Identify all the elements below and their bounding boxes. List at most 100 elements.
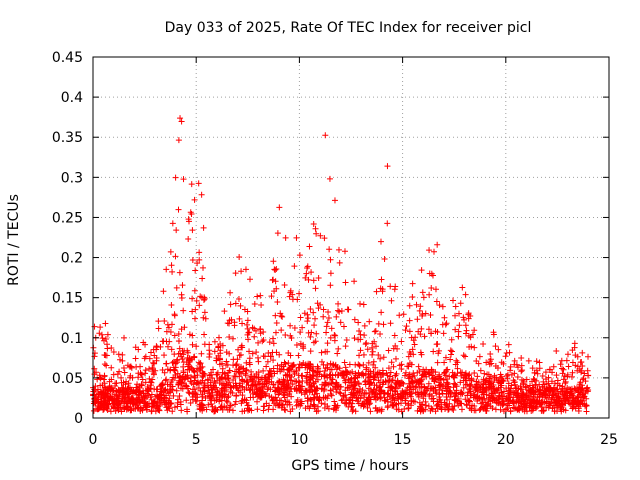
data-point	[328, 392, 335, 399]
data-point	[427, 311, 434, 318]
data-point	[103, 352, 110, 359]
data-point	[421, 383, 428, 390]
data-point	[254, 406, 261, 413]
data-point	[363, 366, 370, 373]
data-point	[435, 347, 442, 354]
data-point	[528, 393, 535, 400]
data-point	[263, 390, 270, 397]
data-point	[297, 329, 304, 336]
data-point	[164, 321, 171, 328]
data-point	[277, 368, 284, 375]
data-point	[189, 295, 196, 302]
data-point	[458, 400, 465, 407]
data-point	[523, 408, 530, 415]
data-point	[211, 348, 218, 355]
data-point	[471, 369, 478, 376]
data-point	[377, 330, 384, 337]
data-point	[308, 383, 315, 390]
data-point	[523, 376, 530, 383]
data-point	[257, 376, 264, 383]
data-point	[327, 360, 334, 367]
data-point	[401, 372, 408, 379]
data-point	[546, 392, 553, 399]
data-point	[306, 389, 313, 396]
x-tick-label: 10	[290, 432, 308, 448]
data-point	[127, 372, 134, 379]
plot-frame	[92, 56, 610, 419]
data-point	[576, 400, 583, 407]
data-point	[507, 367, 514, 374]
data-point	[460, 374, 467, 381]
data-point	[327, 387, 334, 394]
data-point	[377, 372, 384, 379]
data-point	[440, 330, 447, 337]
data-point	[507, 408, 514, 415]
data-point	[219, 375, 226, 382]
data-point	[368, 380, 375, 387]
data-point	[361, 402, 368, 409]
data-point	[522, 384, 529, 391]
data-point	[537, 401, 544, 408]
data-point	[236, 352, 243, 359]
data-point	[138, 382, 145, 389]
data-point	[466, 405, 473, 412]
data-point	[272, 278, 279, 285]
data-point	[361, 322, 368, 329]
data-point	[348, 389, 355, 396]
data-point	[409, 294, 416, 301]
data-point	[260, 337, 267, 344]
data-point	[402, 369, 409, 376]
data-point	[532, 382, 539, 389]
data-point	[372, 405, 379, 412]
data-point	[472, 407, 479, 414]
data-point	[196, 249, 203, 256]
data-point	[480, 341, 487, 348]
data-point	[359, 387, 366, 394]
data-point	[207, 382, 214, 389]
data-point	[113, 380, 120, 387]
data-point	[284, 384, 291, 391]
data-point	[581, 393, 588, 400]
data-point	[216, 379, 223, 386]
data-point	[582, 389, 589, 396]
data-point	[190, 381, 197, 388]
data-point	[195, 180, 202, 187]
data-point	[464, 389, 471, 396]
data-point	[439, 303, 446, 310]
data-point	[242, 266, 249, 273]
data-point	[334, 386, 341, 393]
data-point	[326, 246, 333, 253]
data-point	[164, 407, 171, 414]
data-point	[169, 386, 176, 393]
data-point	[130, 400, 137, 407]
data-point	[471, 327, 478, 334]
data-point	[405, 402, 412, 409]
data-point	[289, 381, 296, 388]
data-point	[310, 221, 317, 228]
data-point	[502, 406, 509, 413]
data-point	[332, 332, 339, 339]
data-point	[251, 333, 258, 340]
data-point	[375, 351, 382, 358]
data-point	[278, 404, 285, 411]
data-point	[193, 343, 200, 350]
data-point	[460, 314, 467, 321]
data-point	[377, 355, 384, 362]
data-point	[156, 407, 163, 414]
data-point	[201, 382, 208, 389]
data-point	[412, 384, 419, 391]
data-point	[450, 373, 457, 380]
data-point	[372, 364, 379, 371]
data-point	[430, 368, 437, 375]
data-point	[216, 398, 223, 405]
data-point	[237, 302, 244, 309]
data-point	[342, 279, 349, 286]
data-point	[527, 382, 534, 389]
data-point	[486, 361, 493, 368]
data-point	[264, 376, 271, 383]
data-point	[184, 349, 191, 356]
data-point	[464, 381, 471, 388]
data-point	[355, 380, 362, 387]
data-point	[177, 398, 184, 405]
data-point	[500, 360, 507, 367]
